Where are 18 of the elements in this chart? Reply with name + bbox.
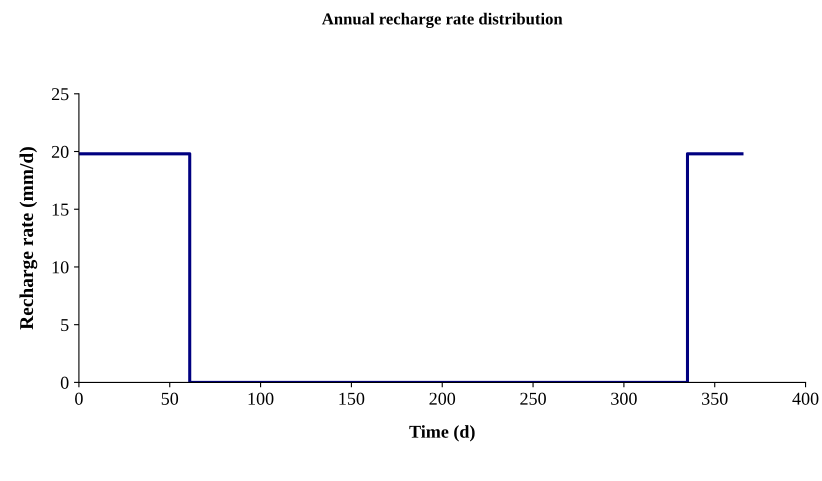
x-axis-title: Time (d) (409, 425, 475, 442)
y-tick-label: 10 (52, 261, 68, 274)
y-tick-label: 0 (60, 376, 68, 389)
y-tick-label: 25 (52, 88, 68, 100)
y-tick-label: 20 (52, 146, 68, 158)
x-tick-label: 350 (702, 392, 728, 405)
x-tick-label: 50 (162, 392, 178, 405)
x-tick-label: 400 (792, 392, 818, 405)
chart-title: Annual recharge rate distribution (322, 12, 562, 28)
y-tick-label: 15 (52, 204, 68, 216)
x-tick-label: 250 (520, 392, 546, 405)
y-tick-label: 5 (61, 319, 68, 332)
x-tick-label: 100 (248, 392, 274, 405)
x-tick-label: 150 (339, 392, 364, 405)
x-tick-label: 200 (429, 392, 456, 405)
x-tick-label: 0 (75, 392, 83, 405)
y-axis-title: Recharge rate (mm/d) (19, 147, 38, 330)
x-tick-label: 300 (611, 392, 637, 405)
